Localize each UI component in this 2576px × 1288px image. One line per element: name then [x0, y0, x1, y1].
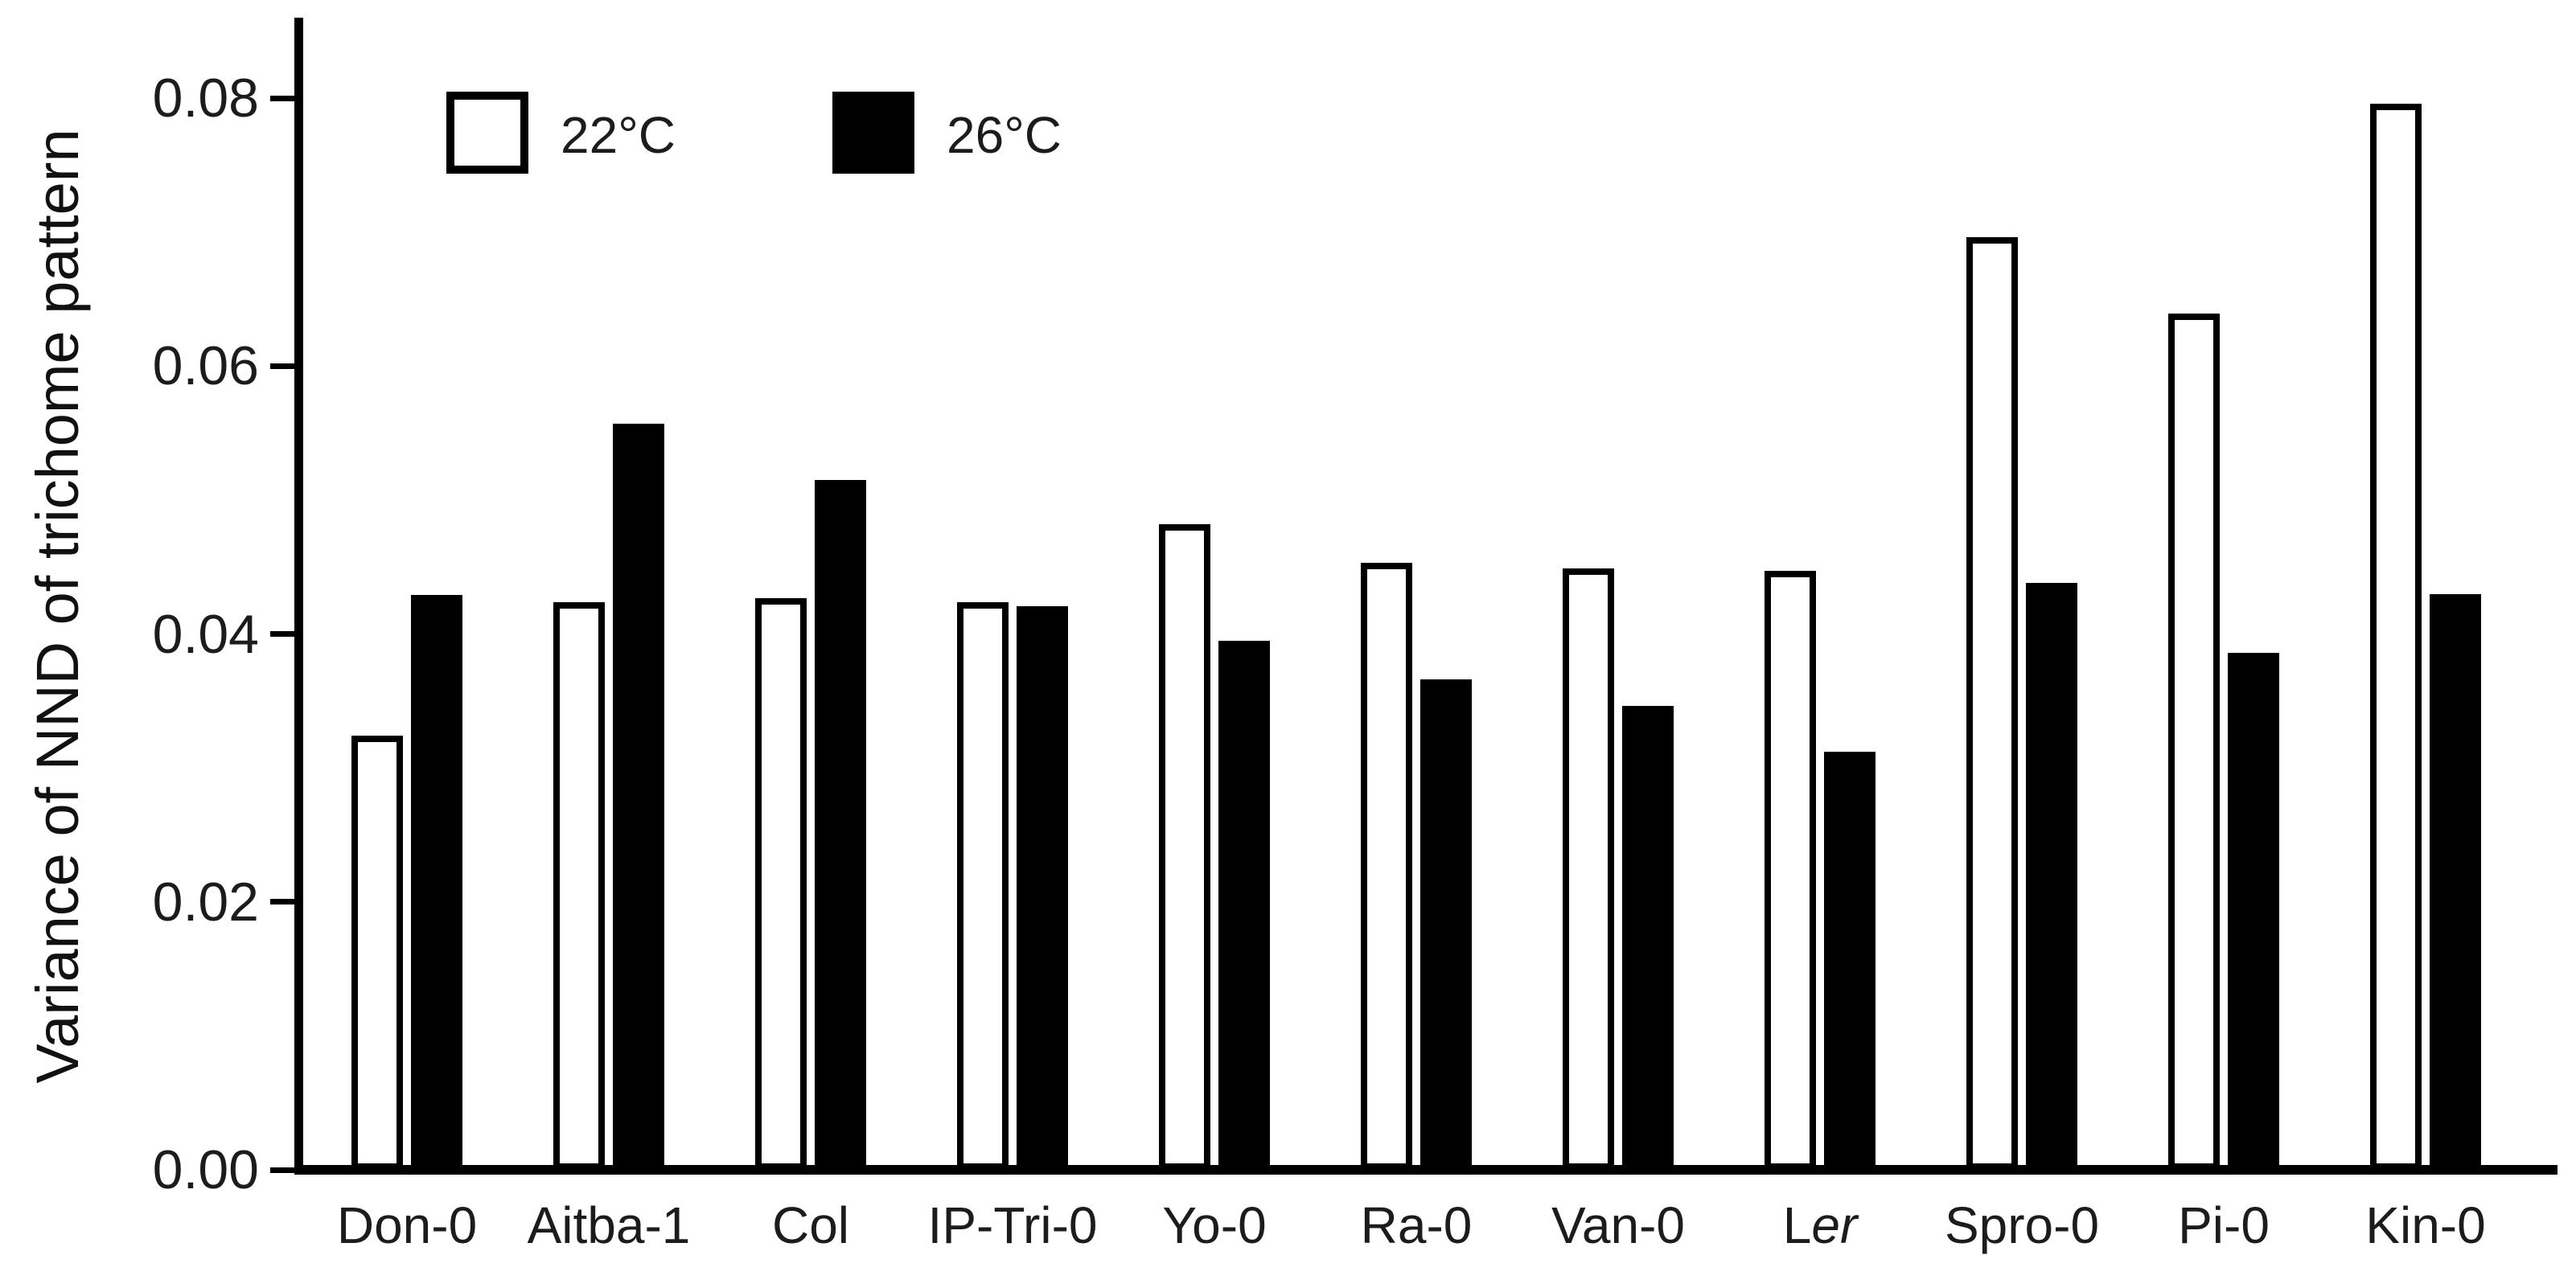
bar-22c-ip-tri-0: [957, 602, 1009, 1170]
bar-22c-kin-0: [2370, 104, 2422, 1170]
x-tick-label-yo-0: Yo-0: [1162, 1196, 1267, 1254]
x-tick-label-van-0: Van-0: [1551, 1196, 1686, 1254]
bar-26c-pi-0: [2228, 653, 2279, 1170]
y-tick-mark-0.02: [270, 899, 294, 905]
x-tick-label-kin-0: Kin-0: [2365, 1196, 2486, 1254]
bar-22c-ler: [1765, 571, 1816, 1170]
legend: 22°C 26°C: [0, 0, 2576, 209]
bar-22c-yo-0: [1159, 524, 1210, 1170]
x-tick-label-ra-0: Ra-0: [1360, 1196, 1473, 1254]
bar-22c-ra-0: [1361, 563, 1412, 1170]
legend-swatch-22c: [446, 92, 528, 174]
x-tick-label-ip-tri-0: IP-Tri-0: [927, 1196, 1098, 1254]
bar-26c-ip-tri-0: [1017, 606, 1068, 1170]
y-tick-label-0.02: 0.02: [152, 871, 259, 933]
bar-22c-pi-0: [2168, 314, 2220, 1170]
legend-swatch-26c: [832, 92, 914, 174]
y-tick-label-0.00: 0.00: [152, 1139, 259, 1200]
x-tick-label-don-0: Don-0: [336, 1196, 478, 1254]
bar-26c-aitba-1: [613, 424, 664, 1170]
bar-26c-col: [815, 480, 866, 1170]
y-tick-mark-0.04: [270, 631, 294, 638]
y-tick-label-0.06: 0.06: [152, 335, 259, 397]
x-tick-label-spro-0: Spro-0: [1944, 1196, 2100, 1254]
bar-22c-spro-0: [1966, 237, 2018, 1170]
bar-22c-col: [755, 598, 807, 1170]
bar-26c-spro-0: [2026, 583, 2077, 1170]
bar-26c-ler: [1824, 752, 1876, 1170]
y-tick-mark-0.06: [270, 363, 294, 369]
y-axis-line: [294, 18, 303, 1175]
x-tick-label-aitba-1: Aitba-1: [527, 1196, 691, 1254]
bar-26c-kin-0: [2430, 594, 2481, 1170]
x-tick-label-pi-0: Pi-0: [2178, 1196, 2270, 1254]
y-tick-mark-0.00: [270, 1167, 294, 1173]
y-tick-label-0.08: 0.08: [152, 68, 259, 129]
bar-26c-yo-0: [1218, 641, 1270, 1170]
bar-22c-van-0: [1563, 568, 1614, 1170]
bar-26c-ra-0: [1420, 679, 1472, 1170]
bar-26c-van-0: [1622, 706, 1674, 1170]
legend-label-22c: 22°C: [561, 106, 676, 164]
bar-22c-aitba-1: [553, 602, 605, 1170]
y-tick-mark-0.08: [270, 95, 294, 101]
bar-22c-don-0: [351, 736, 403, 1170]
y-tick-label-0.04: 0.04: [152, 603, 259, 665]
bar-26c-don-0: [411, 595, 462, 1170]
x-tick-label-ler: Ler: [1782, 1196, 1858, 1254]
x-tick-label-col: Col: [771, 1196, 850, 1254]
legend-label-26c: 26°C: [947, 106, 1062, 164]
